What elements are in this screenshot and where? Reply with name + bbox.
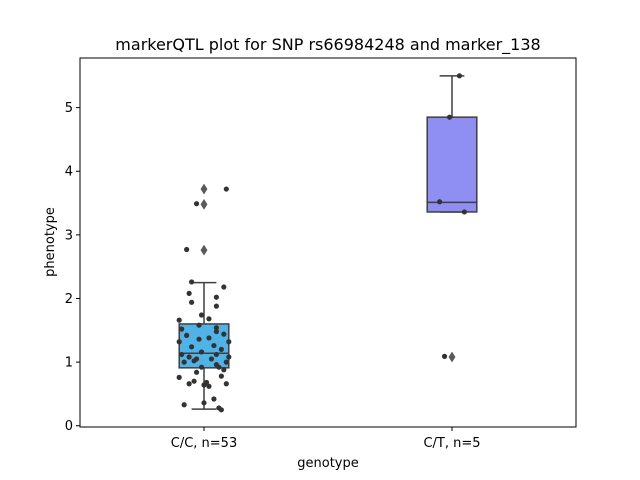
x-tick-label: C/T, n=5 [423,436,480,451]
data-point [218,346,224,352]
data-point [181,359,187,365]
data-point [189,299,195,305]
data-point [213,328,219,335]
data-point [176,339,182,345]
x-tick-label: C/C, n=53 [171,436,237,451]
data-point [176,374,182,380]
box-group [176,183,232,413]
outlier-marker [448,351,456,363]
data-point [198,364,205,370]
chart-title: markerQTL plot for SNP rs66984248 and ma… [115,35,540,55]
data-point [196,336,202,342]
data-point [461,209,467,215]
data-point [226,339,232,345]
data-point [456,73,463,79]
data-point [441,353,448,359]
y-tick-label: 4 [65,165,73,180]
data-point [223,186,229,192]
data-point [181,402,187,408]
data-point [206,316,212,322]
outlier-marker [200,198,208,210]
data-point [191,378,197,384]
data-point [179,351,185,358]
data-point [184,246,190,253]
data-point [221,367,227,373]
y-tick-label: 3 [65,228,73,243]
data-point [198,312,205,318]
iqr-box [426,116,478,213]
data-point [213,325,219,331]
y-axis: 0 1 2 3 4 5 [65,101,80,434]
data-point [189,344,195,350]
data-point [186,381,192,387]
data-point [189,279,195,285]
data-point [193,369,200,375]
y-tick-label: 5 [65,101,73,116]
data-point [176,317,182,323]
outlier-marker [200,244,208,256]
data-point [446,114,453,120]
iqr-box [178,323,230,369]
data-point [206,335,212,341]
y-tick-label: 1 [65,356,73,371]
y-axis-label: phenotype [43,207,58,277]
data-point [221,284,227,290]
data-point [193,201,200,207]
data-point [206,383,212,389]
data-point [196,322,202,328]
box-group [426,73,478,363]
axes-frame [79,57,577,428]
outlier-marker [200,183,208,195]
y-tick-label: 0 [65,419,73,434]
data-point [221,331,227,337]
data-point [223,359,229,365]
data-point [208,356,215,362]
data-point [179,326,185,332]
x-axis-label: genotype [297,456,358,471]
data-point [203,379,210,386]
data-point [193,356,200,362]
data-point [218,373,224,379]
data-point [213,294,219,300]
data-point [216,364,222,370]
x-axis: C/C, n=53 C/T, n=5 [171,427,481,451]
data-point [213,351,219,358]
data-point [201,400,207,406]
data-point [218,407,224,413]
data-point [226,354,232,360]
data-point [198,349,205,355]
data-point [186,290,192,296]
data-point [211,396,217,402]
data-point [223,381,229,387]
data-point [213,303,219,309]
data-point [186,354,192,360]
data-point [437,199,443,205]
y-tick-label: 2 [65,292,73,307]
data-point [184,332,190,338]
plot-area [176,73,478,413]
data-point [211,342,217,349]
